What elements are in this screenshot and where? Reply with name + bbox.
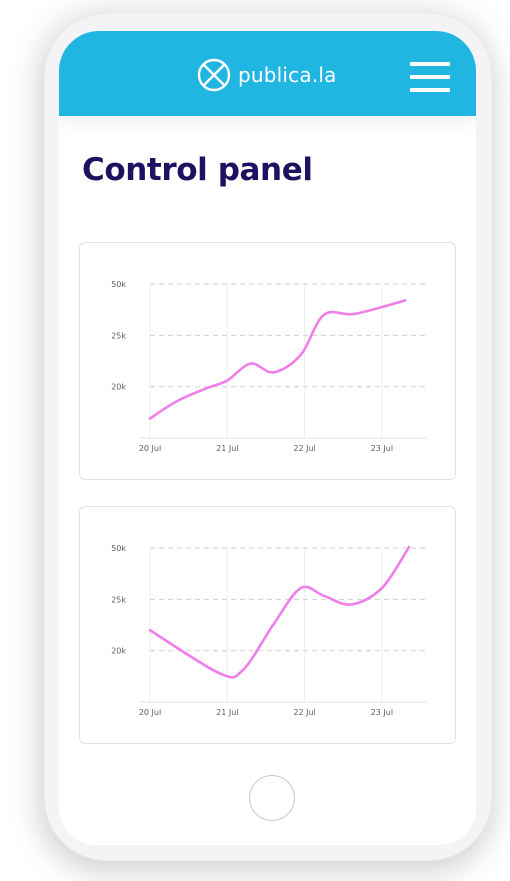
chart-card-2: 20k 25k 50k 20 Jul 21 Jul 22 Jul 23 Jul: [79, 506, 456, 744]
y-tick-label: 20k: [111, 647, 126, 656]
page-title: Control panel: [82, 152, 313, 188]
x-tick-label: 20 Jul: [139, 708, 161, 717]
chart-card-1: 20k 25k 50k 20 Jul 21 Jul 22 Jul 23 Jul: [79, 242, 456, 480]
line-chart-1: 20k 25k 50k 20 Jul 21 Jul 22 Jul 23 Jul: [111, 280, 427, 453]
menu-bar-bottom: [410, 88, 450, 92]
y-tick-label: 50k: [111, 280, 126, 289]
phone-screen: publica.la Control panel 20k 25k 50k 20 Jul…: [59, 31, 476, 845]
circle-x-logo-icon: [197, 58, 231, 92]
x-tick-label: 23 Jul: [371, 444, 393, 453]
series-line: [148, 545, 411, 679]
series-line: [148, 299, 407, 420]
x-tick-label: 21 Jul: [216, 708, 238, 717]
x-tick-label: 23 Jul: [371, 708, 393, 717]
menu-bar-top: [410, 62, 450, 66]
y-tick-label: 50k: [111, 544, 126, 553]
x-tick-label: 20 Jul: [139, 444, 161, 453]
menu-bar-middle: [410, 75, 450, 79]
brand-name: publica.la: [238, 63, 337, 87]
hamburger-menu-icon[interactable]: [410, 61, 450, 93]
home-button-circle-icon[interactable]: [249, 775, 295, 821]
brand-logo[interactable]: publica.la: [197, 58, 337, 92]
x-tick-label: 22 Jul: [293, 444, 315, 453]
y-tick-label: 25k: [111, 595, 126, 604]
x-tick-label: 21 Jul: [216, 444, 238, 453]
y-tick-label: 25k: [111, 331, 126, 340]
app-header: publica.la: [59, 31, 476, 116]
y-tick-label: 20k: [111, 383, 126, 392]
x-tick-label: 22 Jul: [293, 708, 315, 717]
line-chart-2: 20k 25k 50k 20 Jul 21 Jul 22 Jul 23 Jul: [111, 544, 427, 717]
